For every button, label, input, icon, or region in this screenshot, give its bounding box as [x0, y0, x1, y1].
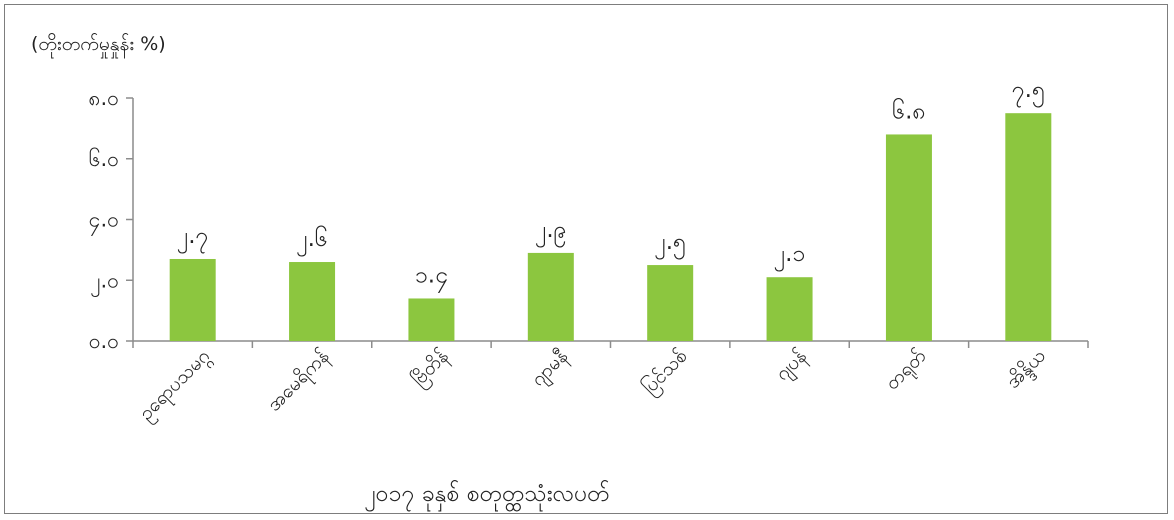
bar [647, 265, 694, 341]
y-tick-label: ၈.၀ [89, 86, 120, 110]
category-label: ဂျပန် [770, 344, 814, 388]
y-tick-label: ၆.၀ [89, 146, 119, 171]
data-label: ၂.၉ [535, 217, 567, 247]
data-label: ၂.၆ [296, 226, 328, 256]
bar [766, 277, 813, 341]
x-axis-label: ၂၀၁၇ ခုနှစ် စတုတ္ထသုံးလပတ် [364, 481, 609, 512]
y-tick-label: ၂.၀ [90, 268, 119, 297]
bar [885, 134, 932, 341]
bar [408, 298, 455, 341]
y-axis-label: (တိုးတက်မှုနှုန်း %) [31, 32, 166, 59]
category-label: ဗြိတိန် [407, 344, 456, 393]
bar [169, 258, 216, 341]
bar [289, 262, 336, 341]
category-label: ဥရောပသမဂ္ဂ [135, 345, 217, 427]
data-label: ၂.၇ [177, 223, 209, 253]
x-axis [132, 340, 1089, 348]
y-axis: ၀.၀ ၂.၀ ၄.၀ ၆.၀ ၈.၀ [89, 86, 134, 353]
category-label: ဂျာမနီ [526, 344, 575, 393]
data-label: ၂.၁ [774, 241, 806, 271]
y-tick-label: ၄.၀ [89, 208, 119, 237]
data-label: ၆.၈ [892, 98, 925, 124]
category-label: ပြင်သစ် [637, 344, 695, 402]
bars [169, 113, 1052, 341]
data-label: ၁.၄ [415, 262, 448, 292]
data-label: ၂.၅ [654, 229, 686, 259]
bar [527, 252, 574, 341]
category-label: တရုတ် [880, 344, 933, 397]
category-labels: ဥရောပသမဂ္ဂ အမေရိကန် ဗြိတိန် ဂျာမနီ ပြင်သစ် ဂျ… [135, 344, 1053, 428]
data-labels: ၂.၇ ၂.၆၁.၄ ၂.၉ ၂.၅ ၂.၁ ၆.၈ ၇.၅ [177, 77, 1045, 292]
chart-frame: (တိုးတက်မှုနှုန်း %) ၀.၀ ၂.၀ ၄.၀ ၆.၀ ၈.၀ ၂.၇… [4, 4, 1168, 514]
data-label: ၇.၅ [1012, 77, 1045, 107]
bar-chart: (တိုးတက်မှုနှုန်း %) ၀.၀ ၂.၀ ၄.၀ ၆.၀ ၈.၀ ၂.၇… [31, 32, 1089, 512]
category-label: အမေရိကန် [262, 344, 337, 419]
bar [1005, 113, 1052, 341]
category-label: အိန္ဒိယ [1001, 344, 1052, 395]
y-tick-label: ၀.၀ [89, 329, 119, 353]
